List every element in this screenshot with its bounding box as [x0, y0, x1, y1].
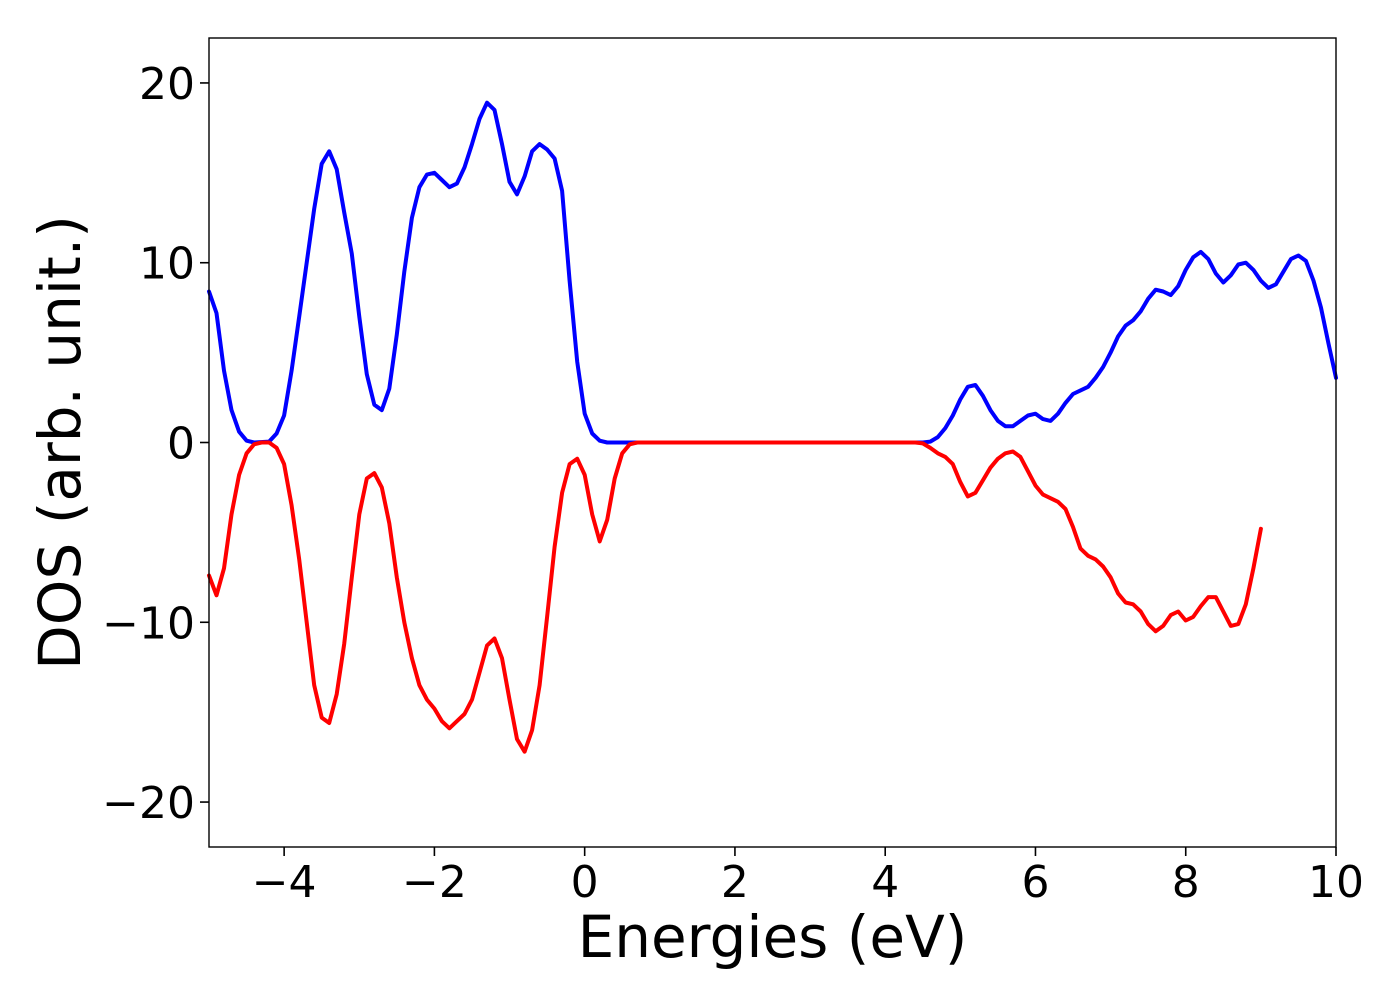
x-tick-label: 8: [1172, 857, 1200, 908]
y-axis-label: DOS (arb. unit.): [26, 215, 94, 670]
x-axis: −4 −2 0 2 4 6 8 10: [252, 847, 1364, 908]
y-tick-label: −20: [102, 778, 195, 829]
x-tick-label: 6: [1021, 857, 1049, 908]
series-layer: [207, 100, 1338, 754]
series-line-1: [207, 100, 1338, 445]
x-tick-label: 2: [721, 857, 749, 908]
y-axis: −20 −10 0 10 20: [102, 59, 209, 829]
x-tick-label: 4: [871, 857, 899, 908]
x-tick-label: −2: [402, 857, 467, 908]
x-axis-label: Energies (eV): [578, 903, 968, 971]
y-tick-label: 10: [139, 239, 195, 290]
y-tick-label: 0: [167, 419, 195, 470]
y-tick-label: 20: [139, 59, 195, 110]
y-tick-label: −10: [102, 598, 195, 649]
x-tick-label: 10: [1308, 857, 1364, 908]
series-line-2: [207, 440, 1263, 754]
x-tick-label: −4: [252, 857, 317, 908]
x-tick-label: 0: [571, 857, 599, 908]
